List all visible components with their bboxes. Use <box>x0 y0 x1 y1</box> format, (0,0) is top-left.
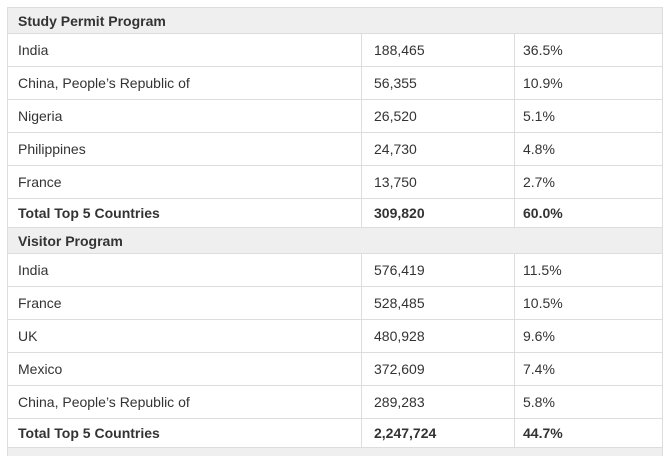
share-cell: 10.5% <box>514 287 662 319</box>
share-cell: 5.1% <box>514 100 662 132</box>
table-row: Nigeria 26,520 5.1% <box>8 100 662 133</box>
country-cell: China, People’s Republic of <box>18 394 190 410</box>
share-cell: 11.5% <box>514 254 662 286</box>
count-cell: 289,283 <box>361 386 514 418</box>
section-header-row: Visitor Program <box>8 228 662 254</box>
country-cell: UK <box>18 328 38 344</box>
top-countries-table: Study Permit Program India 188,465 36.5%… <box>7 7 663 456</box>
country-cell: France <box>18 174 62 190</box>
section-rows: India 188,465 36.5% China, People’s Repu… <box>8 34 662 228</box>
share-cell: 7.4% <box>514 353 662 385</box>
share-cell: 44.7% <box>514 419 662 447</box>
country-cell: Mexico <box>18 361 63 377</box>
section-title: Visitor Program <box>18 232 123 249</box>
country-cell: Total Top 5 Countries <box>18 205 160 221</box>
table-row: France 13,750 2.7% <box>8 166 662 199</box>
table-row: India 576,419 11.5% <box>8 254 662 287</box>
table-section: Study Permit Program India 188,465 36.5%… <box>8 8 662 228</box>
next-section-header-cutoff <box>8 448 662 456</box>
share-cell: 60.0% <box>514 199 662 227</box>
share-cell: 4.8% <box>514 133 662 165</box>
count-cell: 26,520 <box>361 100 514 132</box>
table-row: China, People’s Republic of 56,355 10.9% <box>8 67 662 100</box>
share-cell: 36.5% <box>514 34 662 66</box>
table-sections: Study Permit Program India 188,465 36.5%… <box>8 8 662 448</box>
country-cell: India <box>18 262 49 278</box>
table-section: Visitor Program India 576,419 11.5% Fran… <box>8 228 662 448</box>
country-cell: Philippines <box>18 141 86 157</box>
country-cell: France <box>18 295 62 311</box>
total-row: Total Top 5 Countries 309,820 60.0% <box>8 199 662 228</box>
share-cell: 2.7% <box>514 166 662 198</box>
section-title: Study Permit Program <box>18 12 166 29</box>
count-cell: 372,609 <box>361 353 514 385</box>
count-cell: 309,820 <box>361 199 514 227</box>
count-cell: 13,750 <box>361 166 514 198</box>
count-cell: 576,419 <box>361 254 514 286</box>
table-row: China, People’s Republic of 289,283 5.8% <box>8 386 662 419</box>
total-row: Total Top 5 Countries 2,247,724 44.7% <box>8 419 662 448</box>
count-cell: 56,355 <box>361 67 514 99</box>
count-cell: 188,465 <box>361 34 514 66</box>
table-row: Philippines 24,730 4.8% <box>8 133 662 166</box>
share-cell: 5.8% <box>514 386 662 418</box>
count-cell: 528,485 <box>361 287 514 319</box>
section-rows: India 576,419 11.5% France 528,485 10.5%… <box>8 254 662 448</box>
section-header-row: Study Permit Program <box>8 8 662 34</box>
count-cell: 2,247,724 <box>361 419 514 447</box>
table-row: India 188,465 36.5% <box>8 34 662 67</box>
country-cell: China, People’s Republic of <box>18 75 190 91</box>
country-cell: Nigeria <box>18 108 63 124</box>
country-cell: Total Top 5 Countries <box>18 425 160 441</box>
table-row: UK 480,928 9.6% <box>8 320 662 353</box>
table-row: Mexico 372,609 7.4% <box>8 353 662 386</box>
count-cell: 24,730 <box>361 133 514 165</box>
share-cell: 10.9% <box>514 67 662 99</box>
table-row: France 528,485 10.5% <box>8 287 662 320</box>
share-cell: 9.6% <box>514 320 662 352</box>
country-cell: India <box>18 42 49 58</box>
count-cell: 480,928 <box>361 320 514 352</box>
